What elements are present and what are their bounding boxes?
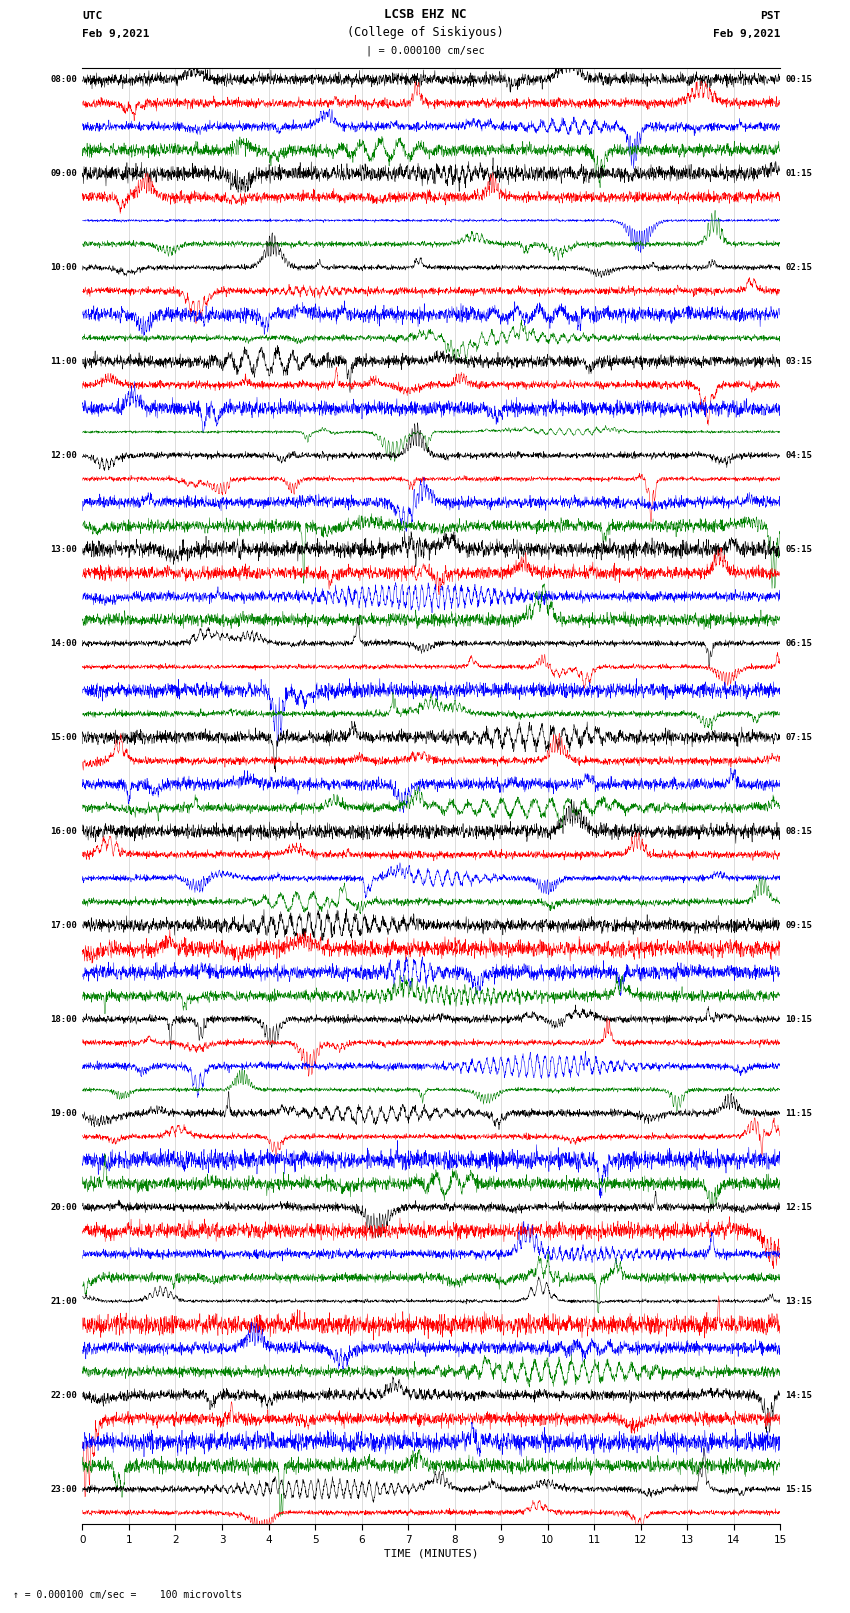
Text: 04:15: 04:15: [785, 452, 813, 460]
Text: 14:00: 14:00: [50, 639, 77, 648]
Text: 01:15: 01:15: [785, 169, 813, 177]
Text: 19:00: 19:00: [50, 1108, 77, 1118]
Text: 20:00: 20:00: [50, 1203, 77, 1211]
Text: 13:15: 13:15: [785, 1297, 813, 1305]
Text: (College of Siskiyous): (College of Siskiyous): [347, 26, 503, 39]
Text: 11:15: 11:15: [785, 1108, 813, 1118]
Text: 12:15: 12:15: [785, 1203, 813, 1211]
Text: 18:00: 18:00: [50, 1015, 77, 1024]
Text: 17:00: 17:00: [50, 921, 77, 929]
Text: Feb 9,2021: Feb 9,2021: [713, 29, 780, 39]
Text: 08:15: 08:15: [785, 827, 813, 836]
Text: 05:15: 05:15: [785, 545, 813, 553]
Text: 00:15: 00:15: [785, 74, 813, 84]
Text: 15:00: 15:00: [50, 732, 77, 742]
Text: Feb 9,2021: Feb 9,2021: [82, 29, 150, 39]
Text: | = 0.000100 cm/sec: | = 0.000100 cm/sec: [366, 45, 484, 56]
Text: 23:00: 23:00: [50, 1484, 77, 1494]
Text: 06:15: 06:15: [785, 639, 813, 648]
Text: 03:15: 03:15: [785, 356, 813, 366]
Text: UTC: UTC: [82, 11, 103, 21]
Text: 14:15: 14:15: [785, 1390, 813, 1400]
Text: ↑ = 0.000100 cm/sec =    100 microvolts: ↑ = 0.000100 cm/sec = 100 microvolts: [13, 1590, 242, 1600]
X-axis label: TIME (MINUTES): TIME (MINUTES): [384, 1548, 479, 1558]
Text: 21:00: 21:00: [50, 1297, 77, 1305]
Text: 10:15: 10:15: [785, 1015, 813, 1024]
Text: PST: PST: [760, 11, 780, 21]
Text: 13:00: 13:00: [50, 545, 77, 553]
Text: 07:15: 07:15: [785, 732, 813, 742]
Text: 10:00: 10:00: [50, 263, 77, 273]
Text: 16:00: 16:00: [50, 827, 77, 836]
Text: 12:00: 12:00: [50, 452, 77, 460]
Text: LCSB EHZ NC: LCSB EHZ NC: [383, 8, 467, 21]
Text: 02:15: 02:15: [785, 263, 813, 273]
Text: 09:00: 09:00: [50, 169, 77, 177]
Text: 22:00: 22:00: [50, 1390, 77, 1400]
Text: 08:00: 08:00: [50, 74, 77, 84]
Text: 11:00: 11:00: [50, 356, 77, 366]
Text: 15:15: 15:15: [785, 1484, 813, 1494]
Text: 09:15: 09:15: [785, 921, 813, 929]
